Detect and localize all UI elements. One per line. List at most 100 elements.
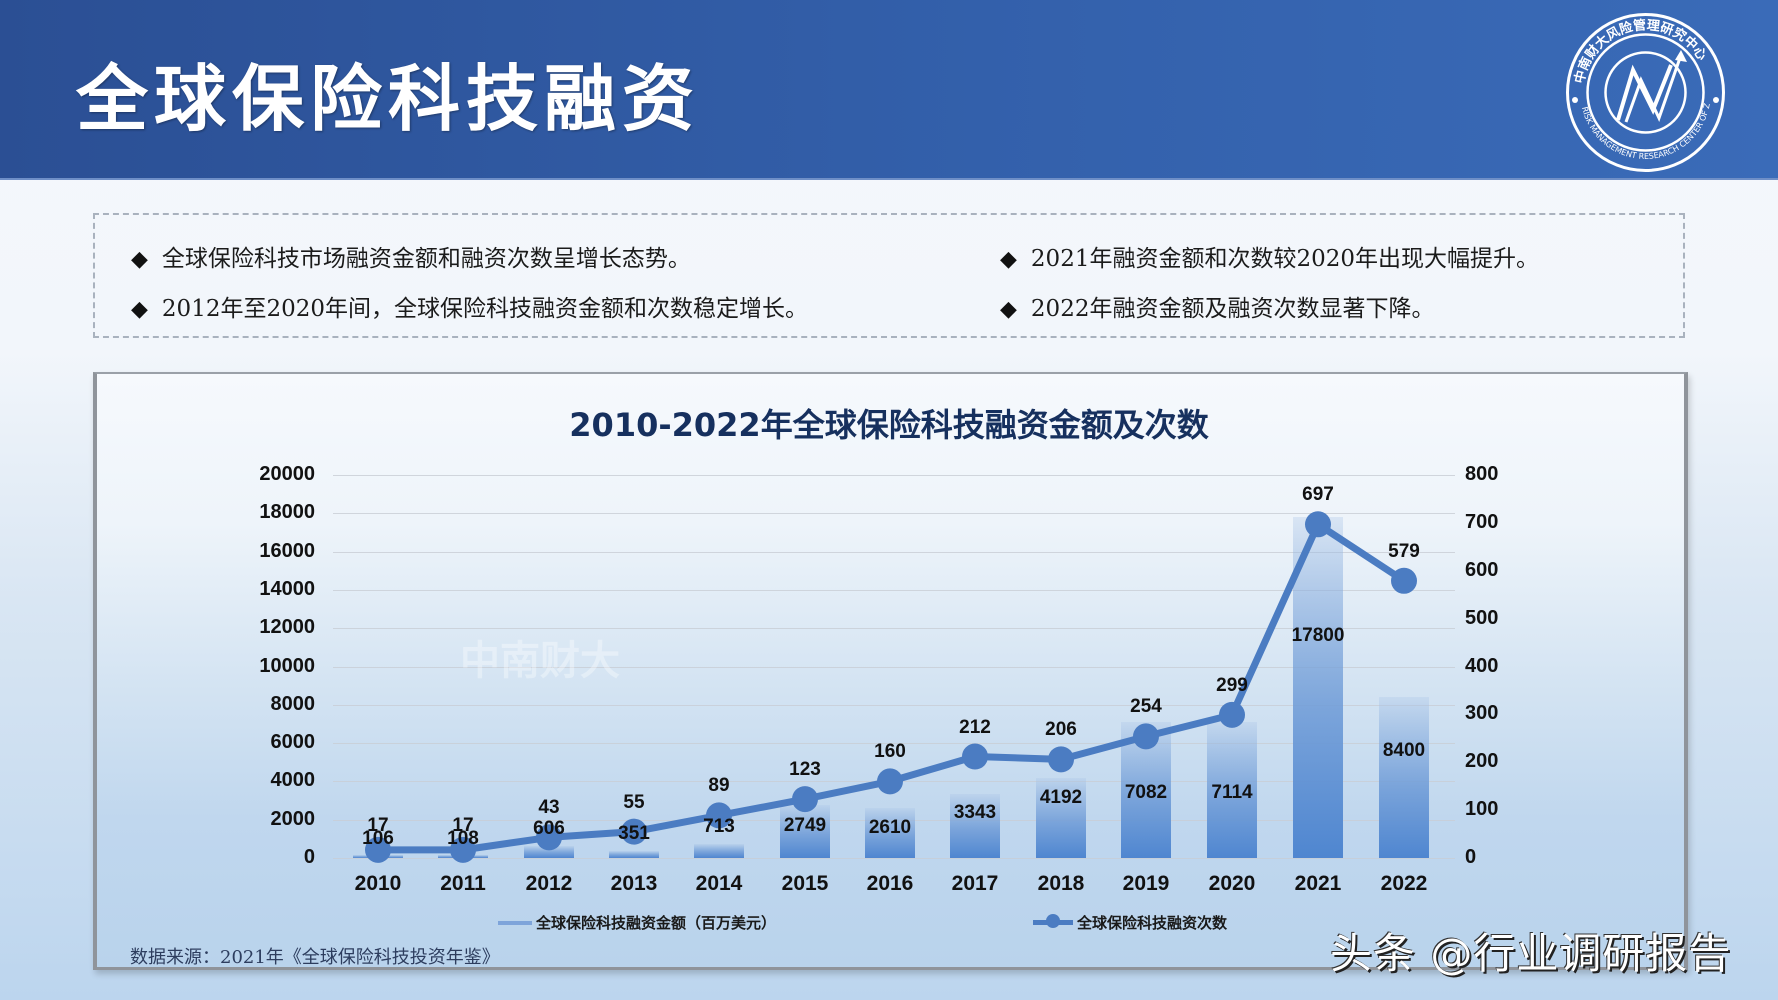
- line-marker-icon: [962, 743, 988, 770]
- gridline: [333, 589, 1455, 591]
- bar-2018: [1036, 777, 1086, 858]
- count-value-label: 17: [452, 815, 474, 836]
- line-marker-icon: [365, 836, 391, 863]
- left-tick-label: 6000: [270, 731, 316, 754]
- data-source-note: 数据来源：2021年《全球保险科技投资年鉴》: [130, 947, 500, 968]
- x-tick-label: 2018: [1037, 872, 1085, 895]
- legend-label: 全球保险科技融资次数: [1077, 914, 1228, 932]
- bullet-text: 2012年至2020年间，全球保险科技融资金额和次数稳定增长。: [161, 296, 808, 322]
- gridline: [333, 628, 1455, 630]
- bar-2020: [1207, 721, 1257, 858]
- count-value-label: 17: [367, 815, 389, 836]
- bullet-text: 2021年融资金额和次数较2020年出现大幅提升。: [1030, 246, 1539, 272]
- x-tick-label: 2012: [525, 872, 573, 895]
- legend-item-amount: 全球保险科技融资金额（百万美元）: [498, 912, 776, 933]
- count-value-label: 160: [874, 741, 906, 763]
- left-tick-label: 14000: [259, 577, 315, 600]
- line-marker-icon: [621, 818, 647, 845]
- count-value-label: 299: [1216, 674, 1248, 696]
- bar-2021: [1293, 517, 1343, 858]
- gridline: [333, 666, 1455, 668]
- right-tick-label: 300: [1465, 702, 1499, 725]
- bar-2012: [524, 846, 574, 858]
- bullet-item: ◆ 全球保险科技市场融资金额和融资次数呈增长态势。: [131, 239, 691, 273]
- line-marker-icon: [1133, 723, 1159, 750]
- x-tick-label: 2021: [1294, 872, 1342, 895]
- left-tick-label: 8000: [270, 692, 316, 715]
- x-tick-label: 2015: [781, 872, 829, 895]
- research-center-seal-icon: 中南财大风险管理研究中心 RISK MANAGEMENT RESEARCH CE…: [1563, 10, 1725, 172]
- x-tick-label: 2016: [866, 872, 914, 895]
- x-tick-label: 2019: [1122, 872, 1170, 895]
- count-value-label: 212: [959, 716, 991, 738]
- diamond-bullet-icon: ◆: [1000, 247, 1017, 272]
- bar-value-label: 351: [618, 823, 650, 845]
- chart-frame: [93, 372, 1688, 970]
- x-tick-label: 2022: [1380, 872, 1428, 895]
- left-tick-label: 20000: [259, 463, 315, 485]
- chart-title: 2010-2022年全球保险科技融资金额及次数: [569, 406, 1209, 444]
- gridline: [333, 513, 1455, 515]
- diamond-bullet-icon: ◆: [131, 297, 148, 322]
- bar-value-label: 606: [533, 818, 565, 840]
- line-marker-swatch-icon: [1033, 914, 1073, 928]
- bar-2022: [1379, 697, 1429, 858]
- bar-value-label: 2749: [783, 815, 827, 836]
- bullet-text: 2022年融资金额及融资次数显著下降。: [1030, 296, 1435, 322]
- bar-value-label: 8400: [1382, 740, 1426, 761]
- bar-2015: [780, 805, 830, 858]
- bar-value-label: 7082: [1124, 782, 1168, 803]
- summary-box: ◆ 全球保险科技市场融资金额和融资次数呈增长态势。 ◆ 2012年至2020年间，全…: [93, 213, 1685, 338]
- bar-2016: [865, 808, 915, 858]
- header-banner: 全球保险科技融资 中南财大风险管理研究中心 RISK MANAGEMENT RE…: [0, 0, 1778, 180]
- page-title: 全球保险科技融资: [76, 57, 701, 141]
- bullet-text: 全球保险科技市场融资金额和融资次数呈增长态势。: [161, 246, 691, 272]
- bar-value-label: 713: [703, 816, 735, 838]
- right-tick-label: 600: [1465, 558, 1499, 581]
- bar-swatch-icon: [498, 920, 532, 925]
- bar-value-label: 3343: [953, 802, 997, 823]
- diamond-bullet-icon: ◆: [131, 247, 148, 272]
- line-marker-icon: [706, 802, 732, 829]
- bar-value-label: 7114: [1211, 782, 1253, 803]
- legend-item-count: 全球保险科技融资次数: [1033, 912, 1227, 933]
- count-value-label: 697: [1302, 484, 1334, 506]
- left-tick-label: 10000: [259, 654, 315, 677]
- bar-2013: [609, 851, 659, 858]
- bar-2014: [694, 844, 744, 858]
- gridline: [333, 551, 1455, 553]
- legend-label: 全球保险科技融资金额（百万美元）: [536, 914, 777, 932]
- bullet-item: ◆ 2012年至2020年间，全球保险科技融资金额和次数稳定增长。: [131, 289, 808, 323]
- right-tick-label: 700: [1465, 510, 1499, 533]
- left-tick-label: 4000: [270, 769, 316, 792]
- count-value-label: 206: [1045, 719, 1077, 741]
- count-value-label: 89: [708, 775, 730, 797]
- line-marker-icon: [877, 768, 903, 795]
- right-tick-label: 0: [1465, 846, 1477, 868]
- x-tick-label: 2020: [1208, 872, 1256, 895]
- watermark: 头条 @行业调研报告: [1330, 929, 1732, 978]
- line-marker-icon: [536, 824, 562, 851]
- bar-value-label: 106: [362, 827, 394, 849]
- diamond-bullet-icon: ◆: [1000, 297, 1017, 322]
- line-marker-icon: [450, 836, 476, 863]
- count-value-label: 43: [538, 797, 560, 819]
- gridline: [333, 704, 1455, 706]
- gridline: [333, 475, 1455, 476]
- line-marker-icon: [1391, 567, 1417, 594]
- faint-watermark: 中南财大: [460, 638, 620, 684]
- gridline: [333, 858, 1455, 859]
- bar-value-label: 2610: [868, 817, 912, 838]
- x-tick-label: 2017: [951, 872, 999, 895]
- line-marker-icon: [792, 786, 818, 813]
- line-marker-icon: [1219, 701, 1245, 728]
- x-tick-label: 2014: [695, 872, 743, 895]
- left-tick-label: 2000: [270, 807, 316, 830]
- bullet-item: ◆ 2022年融资金额及融资次数显著下降。: [1000, 289, 1434, 323]
- left-tick-label: 0: [303, 846, 315, 868]
- x-tick-label: 2010: [354, 872, 402, 895]
- bar-value-label: 17800: [1291, 625, 1345, 646]
- right-tick-label: 200: [1465, 750, 1499, 773]
- x-tick-label: 2011: [440, 872, 486, 895]
